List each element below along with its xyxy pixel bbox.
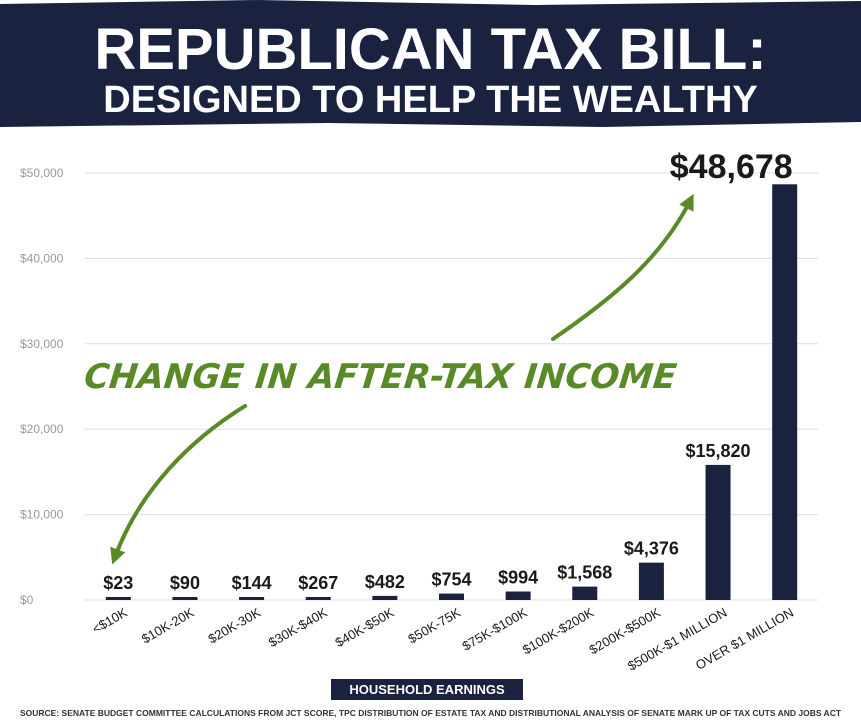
category-label: $20K-30K [206, 604, 264, 646]
y-tick-label: $50,000 [20, 166, 64, 180]
bar [572, 586, 598, 600]
bar [372, 595, 398, 600]
y-tick-label: $30,000 [20, 337, 64, 351]
chart-title-line-1: REPUBLICAN TAX BILL: [94, 17, 767, 82]
category-label: $100K-$200K [520, 604, 597, 657]
value-label: $15,820 [686, 441, 751, 461]
value-label: $4,376 [624, 539, 679, 559]
category-label: $30K-$40K [266, 604, 330, 650]
value-label: $1,568 [557, 563, 612, 583]
value-label: $482 [365, 572, 405, 592]
bar [439, 593, 464, 600]
x-axis-label: HOUSEHOLD EARNINGS [331, 679, 523, 700]
y-tick-label: $40,000 [20, 251, 64, 265]
y-tick-label: $20,000 [20, 422, 64, 436]
category-label: $75K-$100K [460, 604, 530, 653]
bar [239, 597, 265, 600]
value-label: $23 [103, 573, 133, 593]
bar [505, 591, 531, 600]
y-tick-label: $10,000 [20, 508, 64, 522]
title-banner [0, 0, 861, 127]
annotation-arrow-left [110, 404, 247, 565]
gridlines [85, 172, 818, 601]
bar [772, 184, 798, 600]
source-note: SOURCE: SENATE BUDGET COMMITTEE CALCULAT… [19, 708, 842, 718]
value-labels: $23 $90 $144 $267 $482 $754 $994 $1,568 $4,376 $1… [103, 148, 792, 593]
bar [305, 597, 331, 600]
bar [638, 562, 664, 600]
category-label: $10K-20K [139, 604, 197, 646]
annotation-text: CHANGE IN AFTER-TAX INCOME [82, 357, 678, 397]
category-label: $40K-$50K [333, 604, 397, 650]
chart-title-line-2: DESIGNED TO HELP THE WEALTHY [103, 79, 758, 121]
category-label: <$10K [89, 604, 130, 636]
category-label: $50K-75K [405, 604, 463, 646]
value-label: $48,678 [670, 148, 793, 186]
category-labels: <$10K $10K-20K $20K-30K $30K-$40K $40K-$50K $… [89, 604, 796, 673]
value-label: $144 [232, 573, 272, 593]
y-tick-label: $0 [20, 593, 34, 607]
y-axis-ticks: $0 $10,000 $20,000 $30,000 $40,000 $50,000 [20, 166, 64, 607]
bars [105, 184, 798, 600]
value-label: $994 [498, 568, 538, 588]
bar [105, 597, 131, 600]
annotation-arrow-right [551, 193, 694, 341]
bar [172, 597, 198, 600]
bar [705, 464, 731, 600]
value-label: $90 [170, 573, 200, 593]
value-label: $754 [431, 570, 471, 590]
value-label: $267 [298, 573, 338, 593]
